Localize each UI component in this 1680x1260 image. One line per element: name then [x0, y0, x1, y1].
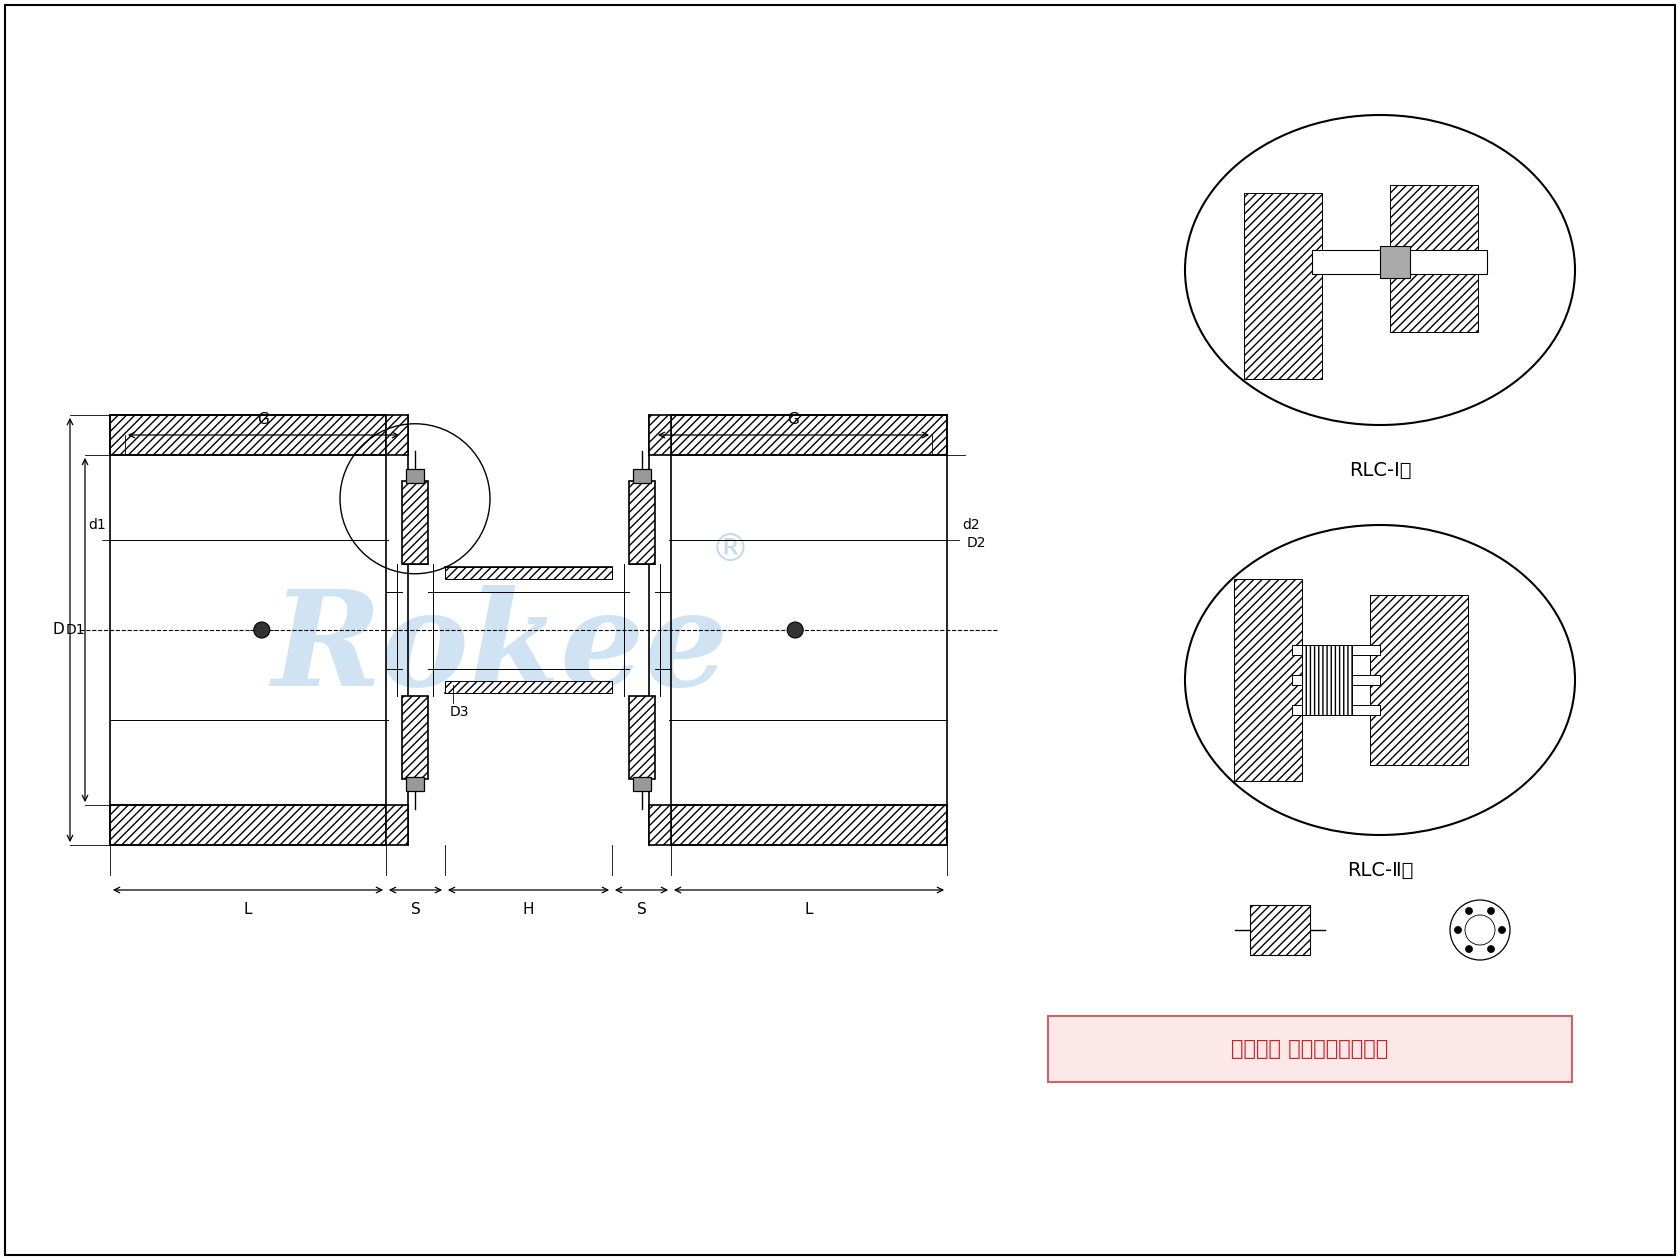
Bar [1292, 645, 1379, 655]
Text: H: H [522, 902, 534, 917]
Text: D: D [52, 622, 64, 638]
Circle shape [1499, 926, 1505, 934]
Circle shape [1465, 945, 1472, 953]
Text: 版权所有 侵权必被严厉追究: 版权所有 侵权必被严厉追究 [1231, 1040, 1389, 1058]
Text: D1: D1 [66, 622, 84, 638]
Circle shape [1487, 907, 1495, 915]
Bar [628, 481, 655, 564]
Circle shape [788, 622, 803, 638]
Bar [1250, 905, 1310, 955]
Bar [407, 777, 423, 791]
Bar [628, 696, 655, 779]
Bar [1379, 246, 1410, 278]
Text: D3: D3 [450, 706, 469, 719]
Bar [670, 805, 948, 845]
Bar [648, 415, 670, 455]
Bar [1233, 580, 1302, 781]
FancyBboxPatch shape [1048, 1016, 1572, 1082]
Text: d2: d2 [963, 518, 979, 532]
Bar [402, 696, 428, 779]
Bar [1371, 595, 1468, 765]
Text: RLC-Ⅰ型: RLC-Ⅰ型 [1349, 460, 1411, 480]
Bar [407, 469, 423, 483]
Bar [633, 469, 652, 483]
Text: G: G [788, 412, 800, 427]
Bar [109, 805, 386, 845]
Bar [402, 481, 428, 564]
Text: Rokee: Rokee [272, 586, 729, 714]
Text: G: G [257, 412, 269, 427]
Bar [648, 805, 670, 845]
Text: RLC-Ⅱ型: RLC-Ⅱ型 [1347, 861, 1413, 879]
Bar [386, 415, 408, 455]
Text: D2: D2 [968, 536, 986, 551]
Bar [633, 777, 652, 791]
Bar [445, 680, 612, 693]
Text: L: L [805, 902, 813, 917]
Bar [1292, 706, 1379, 714]
Circle shape [254, 622, 270, 638]
Bar [670, 415, 948, 455]
Bar [386, 805, 408, 845]
Ellipse shape [1184, 115, 1576, 425]
Circle shape [1487, 945, 1495, 953]
Text: d1: d1 [87, 518, 106, 532]
Ellipse shape [1184, 525, 1576, 835]
Bar [445, 567, 612, 580]
Text: ®: ® [711, 530, 749, 570]
Text: S: S [637, 902, 647, 917]
Text: S: S [410, 902, 420, 917]
Bar [1312, 251, 1487, 275]
Bar [1302, 645, 1352, 714]
Text: L: L [244, 902, 252, 917]
Bar [109, 415, 386, 455]
Bar [1243, 193, 1322, 378]
Circle shape [1465, 907, 1472, 915]
Circle shape [1455, 926, 1462, 934]
Bar [1389, 185, 1477, 331]
Bar [1292, 675, 1379, 685]
